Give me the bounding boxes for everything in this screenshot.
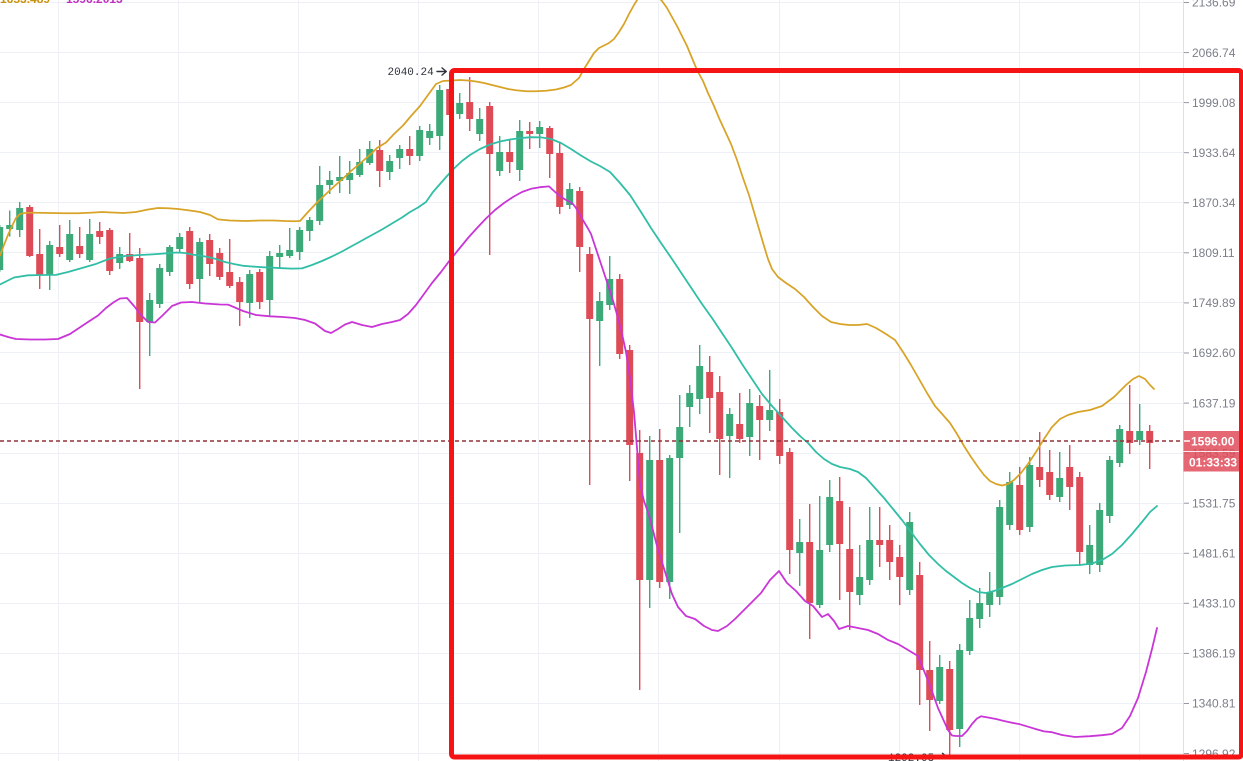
svg-text:2040.24: 2040.24: [388, 67, 435, 79]
svg-text:2066.74: 2066.74: [1192, 46, 1236, 60]
svg-text:1433.10: 1433.10: [1192, 597, 1236, 611]
svg-text:1749.89: 1749.89: [1192, 296, 1236, 310]
svg-text:1870.34: 1870.34: [1192, 196, 1236, 210]
svg-text:1596.00: 1596.00: [1191, 435, 1235, 449]
svg-text:1481.61: 1481.61: [1192, 547, 1236, 561]
svg-text:1933.64: 1933.64: [1192, 146, 1236, 160]
svg-text:1653.489: 1653.489: [0, 0, 50, 6]
svg-text:1692.60: 1692.60: [1192, 346, 1236, 360]
svg-text:1809.11: 1809.11: [1192, 246, 1235, 260]
svg-text:01:33:33: 01:33:33: [1189, 456, 1237, 470]
svg-text:1999.08: 1999.08: [1192, 96, 1236, 110]
svg-text:1386.19: 1386.19: [1192, 647, 1236, 661]
svg-text:1637.19: 1637.19: [1192, 396, 1236, 410]
svg-text:1596.2013: 1596.2013: [66, 0, 123, 6]
svg-text:1531.75: 1531.75: [1192, 496, 1236, 510]
svg-text:1340.81: 1340.81: [1192, 697, 1236, 711]
svg-text:2136.69: 2136.69: [1192, 0, 1236, 10]
